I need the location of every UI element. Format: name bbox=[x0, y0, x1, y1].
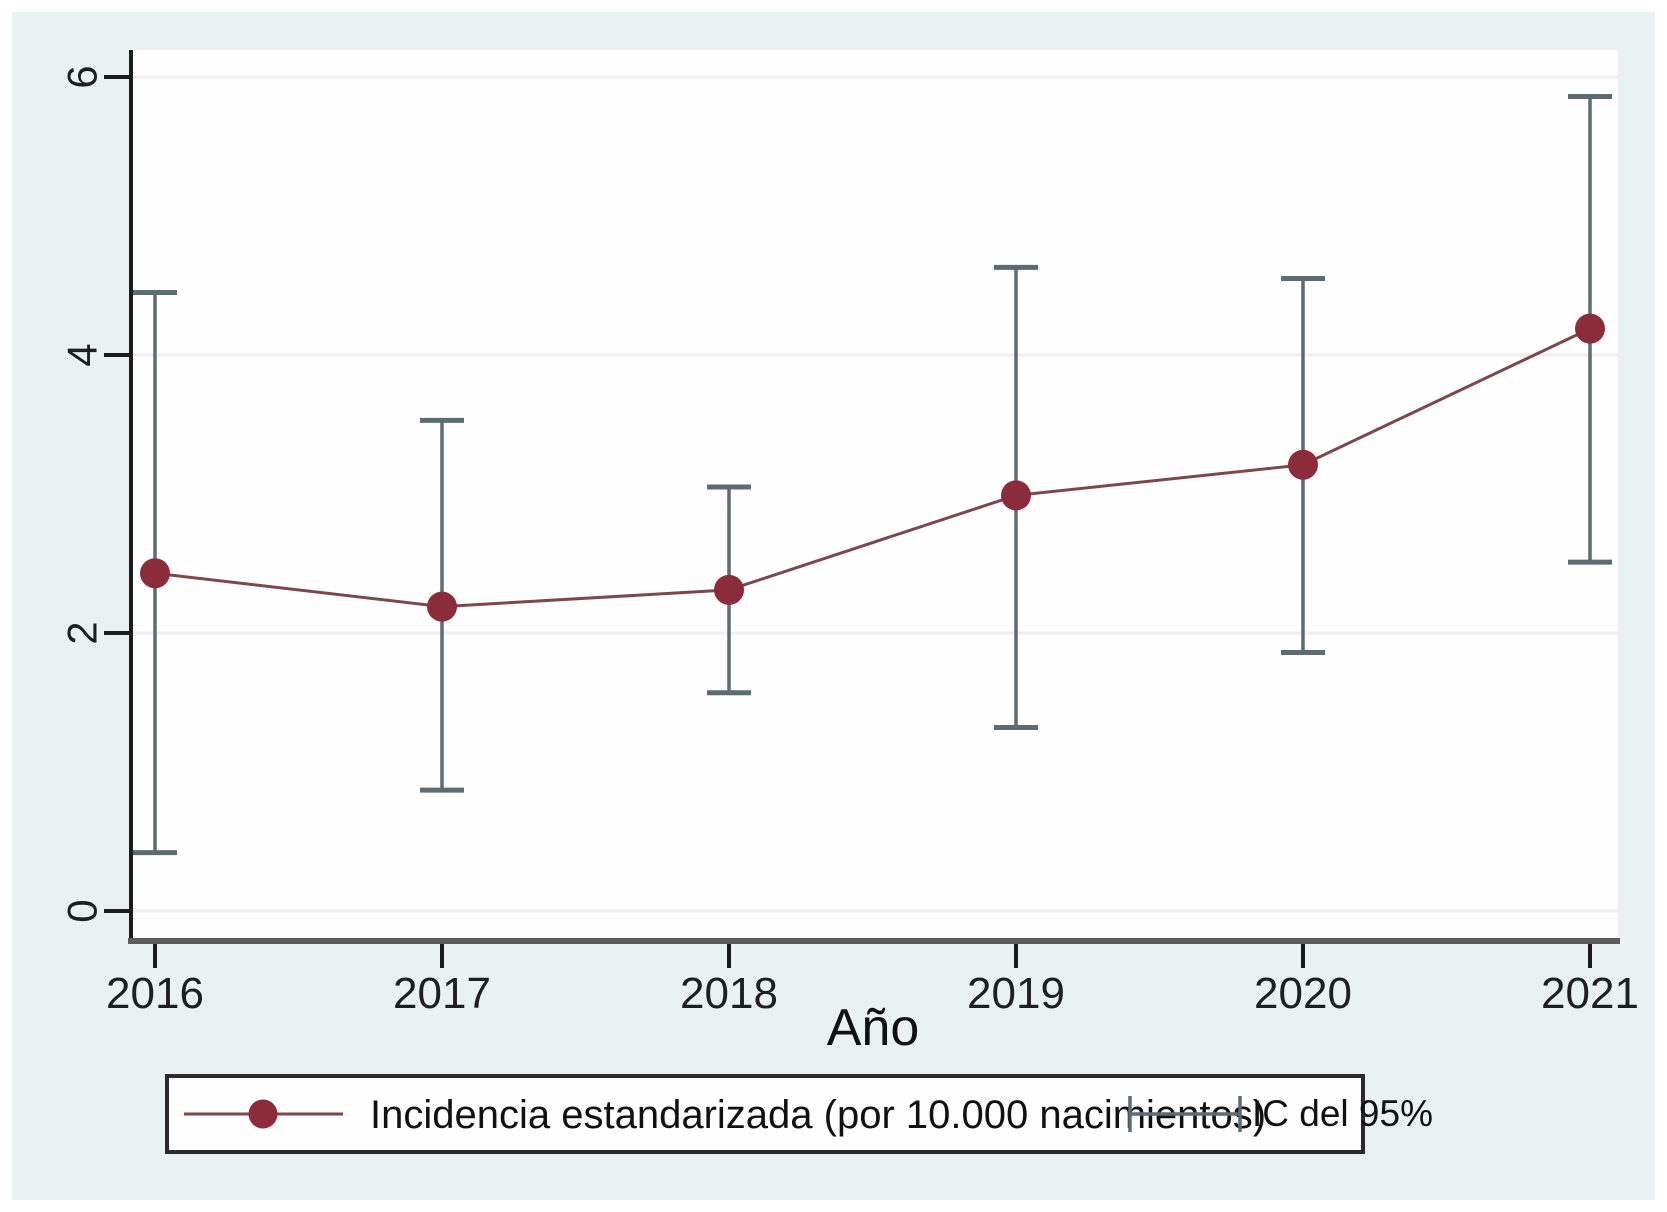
data-point-2019 bbox=[1001, 480, 1031, 511]
x-tick-label-2018: 2018 bbox=[680, 969, 778, 1018]
series-line bbox=[154, 327, 1591, 609]
y-tick-label-2: 2 bbox=[59, 621, 106, 644]
data-point-2021 bbox=[1575, 313, 1605, 344]
data-point-2016 bbox=[140, 558, 170, 589]
plot-area bbox=[130, 50, 1618, 940]
x-tick-label-2019: 2019 bbox=[967, 969, 1065, 1018]
series-key-marker-icon bbox=[248, 1099, 278, 1129]
legend: Incidencia estandarizada (por 10.000 nac… bbox=[165, 1074, 1433, 1154]
x-tick-label-2016: 2016 bbox=[106, 969, 204, 1018]
data-layer bbox=[133, 93, 1612, 856]
y-tick-label-0: 0 bbox=[59, 899, 106, 922]
x-tick-label-2017: 2017 bbox=[393, 969, 491, 1018]
axes-layer: 0 2 4 6 2016 2017 2018 2019 2020 2021 bbox=[59, 50, 1639, 1018]
x-tick-label-2021: 2021 bbox=[1541, 969, 1639, 1018]
legend-series-label: Incidencia estandarizada (por 10.000 nac… bbox=[370, 1093, 1266, 1137]
data-point-2017 bbox=[427, 591, 457, 622]
data-point-2018 bbox=[714, 574, 744, 605]
y-tick-label-6: 6 bbox=[59, 65, 106, 88]
x-axis-title: Año bbox=[827, 999, 920, 1057]
x-tick-label-2020: 2020 bbox=[1254, 969, 1352, 1018]
y-tick-label-4: 4 bbox=[59, 343, 106, 366]
ci-key-errorbar-icon bbox=[1128, 1096, 1242, 1132]
gridlines-layer bbox=[132, 75, 1618, 913]
legend-ci-label: IC del 95% bbox=[1252, 1093, 1433, 1134]
data-point-2020 bbox=[1288, 449, 1318, 480]
